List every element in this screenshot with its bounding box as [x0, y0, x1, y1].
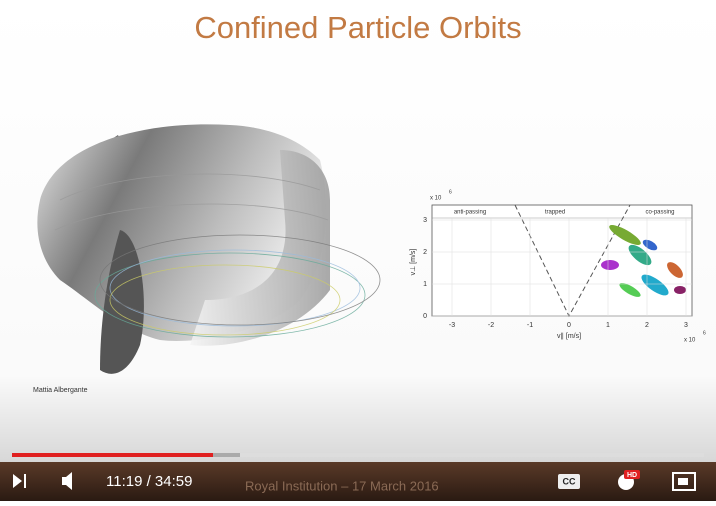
- time-display: 11:19 / 34:59: [106, 473, 192, 490]
- plot-frame: [432, 205, 692, 316]
- slide-title: Confined Particle Orbits: [194, 10, 521, 45]
- y-tick-label: 3: [423, 217, 427, 224]
- x-tick-label: 0: [567, 322, 571, 329]
- theater-icon: [678, 478, 688, 485]
- x-tick-label: -3: [449, 322, 455, 329]
- x-axis-label: v∥ [m/s]: [557, 332, 581, 340]
- x-tick-label: 3: [684, 322, 688, 329]
- x-tick-label: 2: [645, 322, 649, 329]
- x-multiplier-exp: 6: [703, 330, 706, 336]
- video-player: Confined Particle Orbits Mattia Albergan…: [0, 0, 716, 501]
- x-multiplier: x 10: [684, 338, 696, 344]
- credit: Mattia Albergante: [33, 387, 88, 394]
- region-label: co-passing: [645, 210, 674, 216]
- video-caption: Royal Institution – 17 March 2016: [245, 478, 439, 493]
- x-tick-label: -2: [488, 322, 494, 329]
- y-axis-label: v⊥ [m/s]: [410, 249, 417, 276]
- x-tick-label: 1: [606, 322, 610, 329]
- y-multiplier: x 10: [430, 196, 442, 202]
- y-tick-label: 2: [423, 249, 427, 256]
- hd-label: HD: [627, 472, 637, 479]
- x-tick-label: -1: [527, 322, 533, 329]
- cc-label: CC: [563, 476, 576, 486]
- y-tick-label: 0: [423, 313, 427, 320]
- y-tick-label: 1: [423, 281, 427, 288]
- region-label: anti-passing: [454, 210, 486, 216]
- progress-played: [12, 453, 213, 457]
- y-multiplier-exp: 6: [449, 189, 452, 195]
- region-label: trapped: [545, 210, 565, 216]
